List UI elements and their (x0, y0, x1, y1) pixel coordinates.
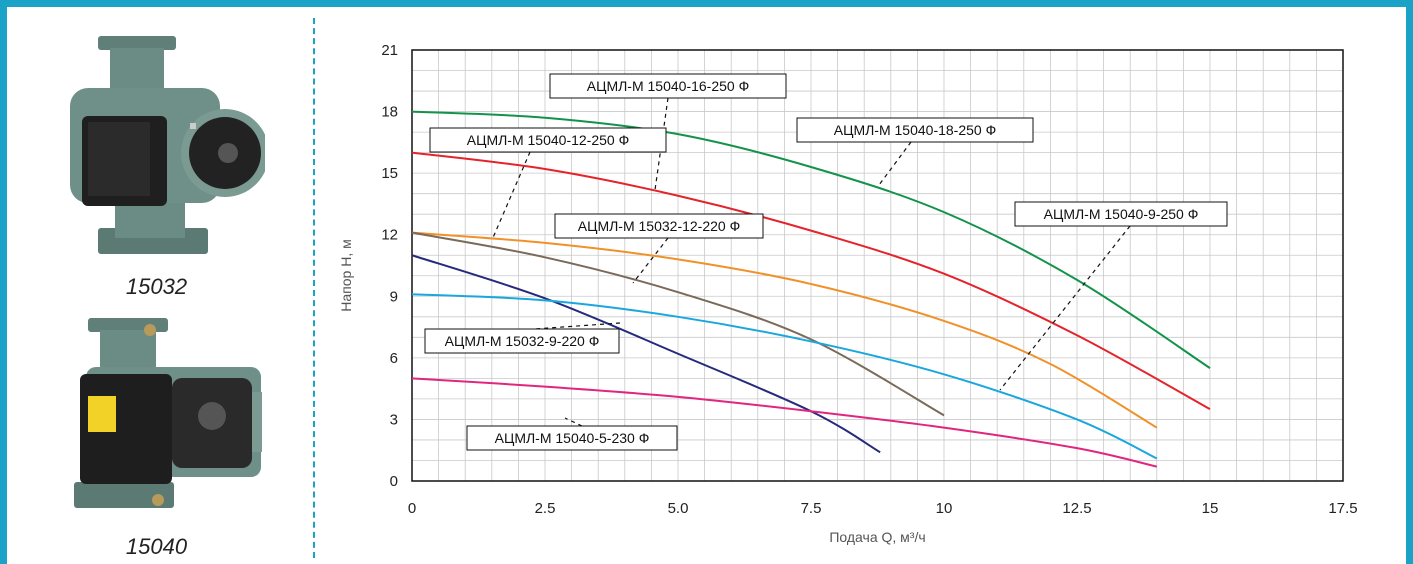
curve-label-text: АЦМЛ-М 15040-12-250 Ф (467, 132, 629, 148)
curve-label-text: АЦМЛ-М 15040-5-230 Ф (495, 430, 650, 446)
curve-label-text: АЦМЛ-М 15032-9-220 Ф (445, 333, 600, 349)
y-tick-label: 21 (381, 42, 398, 59)
x-tick-labels: 0 2.5 5.0 7.5 10 12.5 15 17.5 (408, 500, 1358, 517)
y-tick-label: 0 (390, 473, 398, 490)
curve-label-box (796, 117, 1034, 143)
y-tick-label: 15 (381, 165, 398, 182)
curve-line (411, 231, 945, 417)
x-tick-label: 10 (936, 500, 953, 517)
x-tick-label: 2.5 (535, 500, 556, 517)
curve-line (411, 110, 1211, 369)
curve-line (411, 254, 881, 454)
x-axis-title: Подача Q, м³/ч (829, 529, 925, 545)
label-leader-line (564, 417, 583, 427)
curve-line (411, 293, 1158, 460)
curve-label-text: АЦМЛ-М 15040-16-250 Ф (587, 78, 749, 94)
y-tick-labels: 0 3 6 9 12 15 18 21 (381, 42, 398, 490)
curve-label-box (429, 127, 667, 153)
curve-label-text: АЦМЛ-М 15040-9-250 Ф (1044, 206, 1199, 222)
curve-label: АЦМЛ-М 15040-16-250 Ф (549, 73, 787, 99)
pump-caption-15032: 15032 (125, 274, 188, 299)
x-tick-label: 5.0 (668, 500, 689, 517)
curve-line (411, 377, 1158, 468)
y-tick-label: 18 (381, 104, 398, 121)
y-tick-label: 6 (390, 350, 398, 367)
y-tick-label: 9 (390, 288, 398, 305)
label-leader-line (878, 141, 912, 186)
x-tick-label: 15 (1202, 500, 1219, 517)
pump-images-panel: 15032 15040 (0, 0, 313, 564)
curve-label-box (424, 328, 620, 354)
dashed-divider (313, 18, 315, 558)
pump-caption-15040: 15040 (125, 534, 188, 559)
y-axis-title: Напор Н, м (338, 239, 354, 311)
pump-15032-image (70, 36, 265, 254)
y-tick-label: 12 (381, 227, 398, 244)
label-leader-line (999, 225, 1131, 391)
curve-label: АЦМЛ-М 15040-9-250 Ф (1014, 201, 1228, 227)
chart-curves (411, 110, 1211, 468)
x-tick-label: 17.5 (1328, 500, 1357, 517)
curve-label: АЦМЛ-М 15040-18-250 Ф (796, 117, 1034, 143)
y-tick-label: 3 (390, 411, 398, 428)
curve-labels: АЦМЛ-М 15040-16-250 Ф АЦМЛ-М 15040-18-250… (424, 73, 1228, 451)
curve-line (411, 231, 1158, 429)
curve-label: АЦМЛ-М 15040-12-250 Ф (429, 127, 667, 153)
curve-label: АЦМЛ-М 15032-12-220 Ф (554, 213, 764, 239)
x-tick-label: 7.5 (801, 500, 822, 517)
chart-grid (412, 50, 1343, 481)
pump-15040-image (74, 318, 262, 508)
curve-label-box (1014, 201, 1228, 227)
plot-border (411, 49, 1344, 482)
x-tick-label: 0 (408, 500, 416, 517)
curve-label-box (549, 73, 787, 99)
curve-label: АЦМЛ-М 15032-9-220 Ф (424, 328, 620, 354)
label-leader-line (632, 237, 669, 284)
x-tick-label: 12.5 (1062, 500, 1091, 517)
curve-label: АЦМЛ-М 15040-5-230 Ф (466, 425, 678, 451)
curve-label-text: АЦМЛ-М 15040-18-250 Ф (834, 122, 996, 138)
curve-label-text: АЦМЛ-М 15032-12-220 Ф (578, 218, 740, 234)
curve-line (411, 151, 1211, 411)
curve-label-box (466, 425, 678, 451)
curve-label-box (554, 213, 764, 239)
